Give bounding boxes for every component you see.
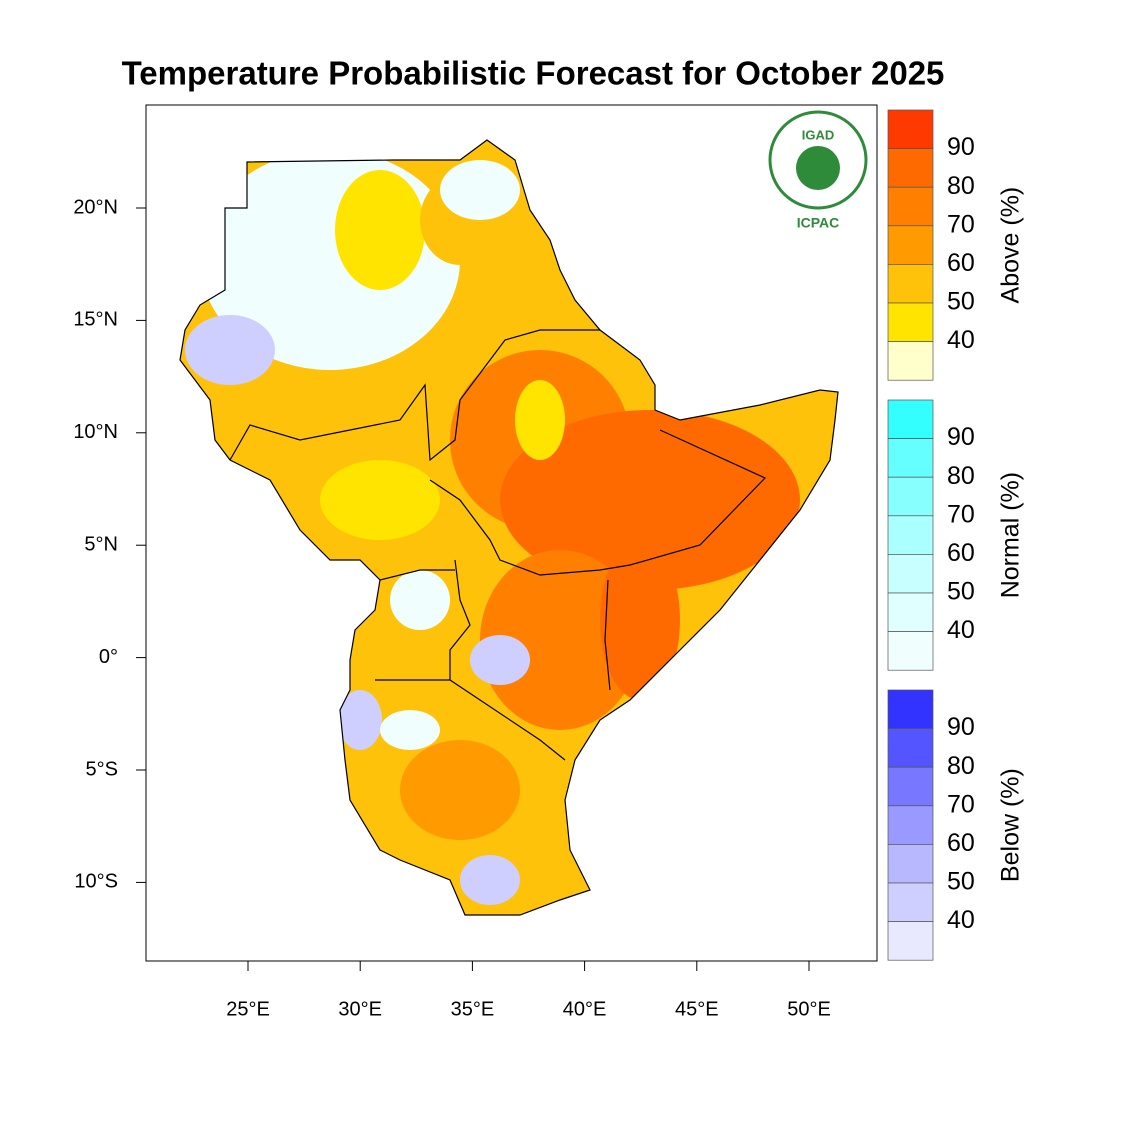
legend-swatch xyxy=(887,805,934,845)
legend-swatch xyxy=(887,728,934,768)
logo-name: IGAD xyxy=(802,127,835,142)
legend-swatch xyxy=(887,264,934,304)
lat-label: 10°S xyxy=(74,871,118,893)
lon-label: 35°E xyxy=(451,998,495,1020)
lat-label: 5°S xyxy=(86,758,118,780)
lon-label: 30°E xyxy=(338,998,382,1020)
legend-level: 60 xyxy=(947,829,975,857)
legend-swatch xyxy=(887,554,934,594)
legend-swatch xyxy=(887,515,934,555)
legend-level: 80 xyxy=(947,462,975,490)
legend-title: Above (%) xyxy=(997,187,1025,304)
legend-swatch xyxy=(887,689,934,729)
legend-level: 80 xyxy=(947,172,975,200)
legend-level: 90 xyxy=(947,713,975,741)
legend-swatch xyxy=(887,476,934,517)
lat-label: 20°N xyxy=(73,196,118,218)
lon-label: 50°E xyxy=(787,998,831,1020)
legend-swatch xyxy=(887,592,934,632)
legend-swatch xyxy=(887,186,934,227)
legend-level: 90 xyxy=(947,423,975,451)
legend-level: 60 xyxy=(947,539,975,567)
legend-level: 70 xyxy=(947,210,975,238)
lon-label: 45°E xyxy=(675,998,719,1020)
legend-swatch xyxy=(887,882,934,922)
legend-level: 60 xyxy=(947,249,975,277)
legend-swatch xyxy=(887,302,934,342)
legend-swatch xyxy=(887,148,934,188)
legend-title: Normal (%) xyxy=(997,472,1025,598)
legend-level: 80 xyxy=(947,752,975,780)
legend-level: 40 xyxy=(947,326,975,354)
lon-label: 40°E xyxy=(563,998,607,1020)
legend-level: 70 xyxy=(947,500,975,528)
legend-level: 90 xyxy=(947,133,975,161)
lon-label: 25°E xyxy=(226,998,270,1020)
title: Temperature Probabilistic Forecast for O… xyxy=(122,55,945,92)
legend-swatch xyxy=(887,438,934,478)
legend-swatch xyxy=(887,631,934,671)
logo-subtitle: ICPAC xyxy=(797,215,840,231)
lat-label: 10°N xyxy=(73,421,118,443)
legend-level: 50 xyxy=(947,578,975,606)
borders xyxy=(179,139,839,916)
legend-swatch xyxy=(887,399,934,439)
logo: IGAD ICPAC xyxy=(768,110,868,231)
legend-swatch xyxy=(887,341,934,381)
legend-swatch xyxy=(887,766,934,807)
legend-swatch xyxy=(887,844,934,884)
legend-level: 50 xyxy=(947,868,975,896)
legend-level: 40 xyxy=(947,906,975,934)
legend-swatch xyxy=(887,921,934,961)
legend-level: 40 xyxy=(947,616,975,644)
lat-label: 0° xyxy=(99,646,118,668)
legend-title: Below (%) xyxy=(997,768,1025,882)
legend-swatch xyxy=(887,225,934,265)
lat-label: 15°N xyxy=(73,309,118,331)
legend-swatch xyxy=(887,109,934,149)
lat-label: 5°N xyxy=(84,533,118,555)
legend-level: 50 xyxy=(947,288,975,316)
legend-level: 70 xyxy=(947,790,975,818)
